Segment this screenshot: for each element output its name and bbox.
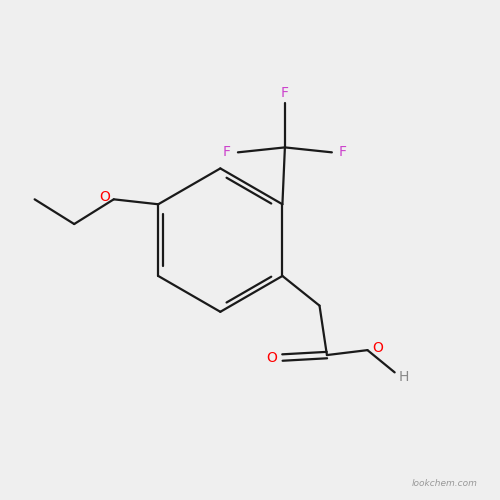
Text: O: O: [372, 340, 383, 354]
Text: F: F: [338, 146, 346, 160]
Text: F: F: [281, 86, 289, 100]
Text: lookchem.com: lookchem.com: [412, 480, 478, 488]
Text: O: O: [266, 350, 277, 364]
Text: F: F: [223, 146, 231, 160]
Text: H: H: [398, 370, 408, 384]
Text: O: O: [100, 190, 110, 204]
